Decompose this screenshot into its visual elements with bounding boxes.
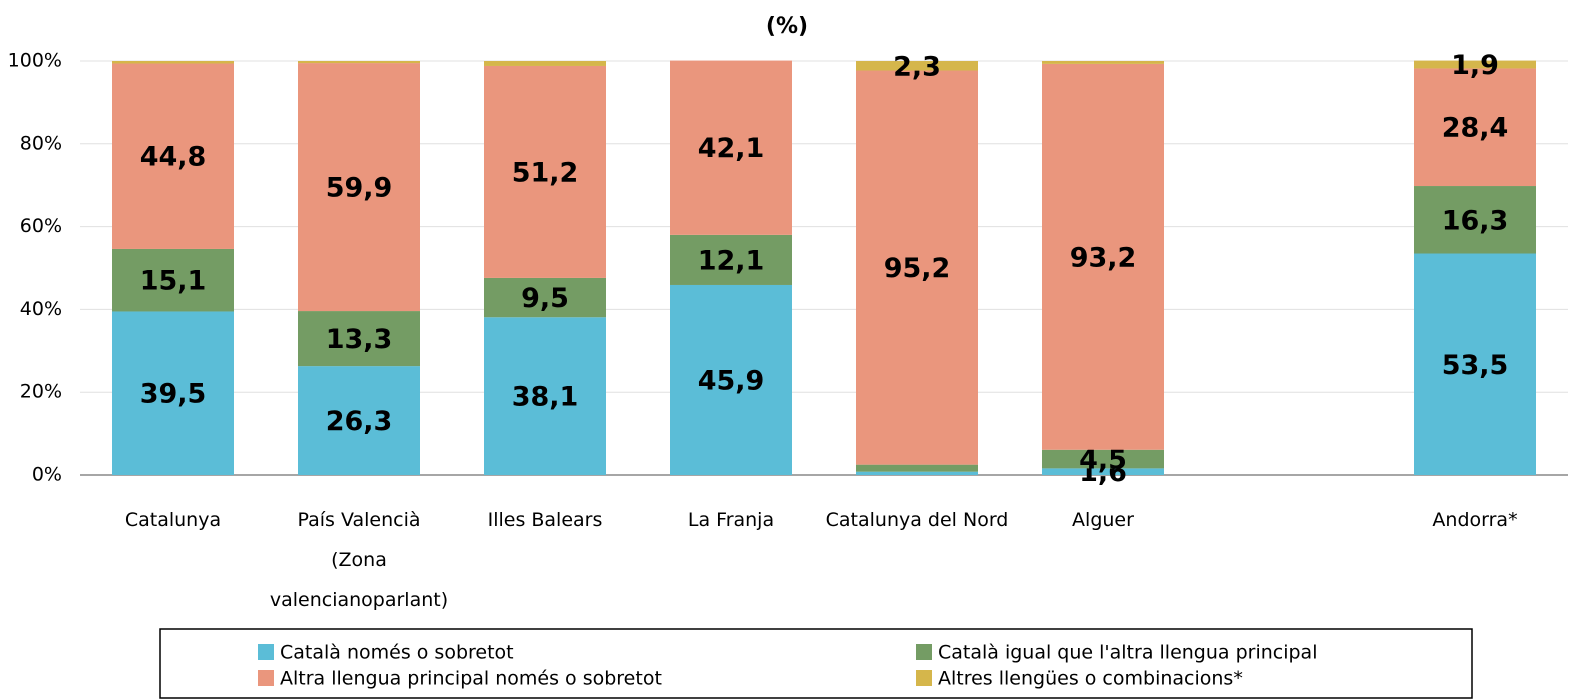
data-label: 26,3: [326, 406, 393, 437]
bar-segment: [670, 60, 792, 235]
bar-segment: [1042, 449, 1164, 469]
legend-label: Català només o sobretot: [280, 642, 514, 664]
x-tick-label: Catalunya del Nord: [825, 509, 1009, 531]
bar-segment: [856, 70, 978, 465]
bar-segment: [1414, 68, 1536, 187]
bar-segment: [112, 311, 234, 475]
data-label: 44,8: [140, 142, 207, 173]
data-label: 2,3: [893, 51, 941, 82]
bar-segment: [298, 63, 420, 312]
y-tick-label: 100%: [8, 50, 62, 72]
bar-segment: [484, 277, 606, 318]
bar-segment: [484, 317, 606, 475]
bar-segment: [1414, 186, 1536, 254]
x-tick-label: Illes Balears: [487, 509, 603, 531]
y-tick-label: 60%: [20, 215, 62, 237]
x-tick-label: La Franja: [687, 509, 775, 531]
data-label: 9,5: [521, 283, 569, 314]
bar-segment: [298, 311, 420, 367]
bar-segment: [670, 234, 792, 285]
data-label: 38,1: [512, 382, 579, 413]
x-tick-label: Andorra*: [1432, 509, 1518, 531]
x-tick-label: Catalunya: [124, 509, 222, 531]
bar-segment: [298, 366, 420, 475]
bar-segment: [1042, 61, 1164, 64]
bar-segment: [856, 471, 978, 475]
bar-segment: [484, 61, 606, 66]
legend-swatch: [916, 670, 932, 686]
data-label: 1,9: [1451, 50, 1499, 81]
bar-segment: [1414, 60, 1536, 69]
data-label: 45,9: [698, 365, 765, 396]
bar-segment: [112, 61, 234, 64]
legend-label: Català igual que l'altra llengua princip…: [938, 642, 1317, 664]
bar-segment: [298, 61, 420, 64]
data-label: 12,1: [698, 245, 765, 276]
data-label: 51,2: [512, 157, 579, 188]
data-label: 16,3: [1442, 205, 1509, 236]
y-tick-label: 0%: [32, 464, 62, 486]
data-label: 42,1: [698, 133, 765, 164]
y-tick-label: 40%: [20, 298, 62, 320]
bar-segment: [856, 61, 978, 71]
y-tick-label: 20%: [20, 381, 62, 403]
legend-swatch: [916, 644, 932, 660]
data-label: 15,1: [140, 266, 207, 297]
bar-segment: [112, 248, 234, 312]
data-label: 28,4: [1442, 113, 1509, 144]
data-label: 39,5: [140, 379, 207, 410]
bar-segment: [112, 63, 234, 249]
data-label: 95,2: [884, 253, 951, 284]
x-tick-label: Alguer: [1072, 509, 1134, 531]
bar-segment: [484, 65, 606, 278]
legend-label: Altres llengües o combinacions*: [938, 668, 1243, 690]
bar-segment: [856, 464, 978, 472]
chart-title: (%): [766, 14, 808, 39]
legend-label: Altra llengua principal només o sobretot: [280, 668, 662, 690]
data-label: 93,2: [1070, 242, 1137, 273]
x-tick-label: País Valencià (Zona valencianoparlant): [269, 509, 449, 611]
y-tick-label: 80%: [20, 132, 62, 154]
legend-swatch: [258, 644, 274, 660]
data-label: 53,5: [1442, 350, 1509, 381]
bar-segment: [670, 284, 792, 475]
data-label: 59,9: [326, 173, 393, 204]
legend-swatch: [258, 670, 274, 686]
legend-box: [159, 628, 1473, 699]
bar-segment: [1042, 63, 1164, 450]
bar-segment: [1414, 253, 1536, 475]
data-label: 13,3: [326, 324, 393, 355]
bar-segment: [1042, 468, 1164, 475]
